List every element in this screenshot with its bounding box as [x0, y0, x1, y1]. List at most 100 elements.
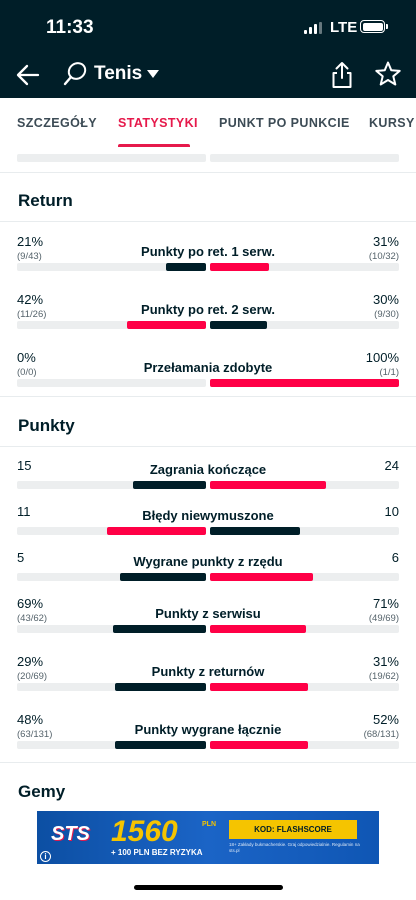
share-icon[interactable]	[328, 60, 356, 90]
home-bar-fill	[115, 683, 206, 691]
home-bar-track	[17, 263, 206, 271]
home-bar-track	[17, 321, 206, 329]
tennis-racket-icon	[63, 62, 87, 86]
status-bar: 11:33 LTE	[0, 0, 416, 52]
stat-row: 21% 31% (9/43) (10/32) Punkty po ret. 1 serw…	[0, 234, 416, 284]
statistics-content[interactable]: Return 21% 31% (9/43) (10/32) Punkty po ret.…	[0, 148, 416, 900]
home-bar-track	[17, 481, 206, 489]
tab-odds[interactable]: KURSY	[369, 116, 415, 130]
stat-row: 48% 52% (63/131) (68/131) Punkty wygrane łąc…	[0, 712, 416, 762]
stat-row: 29% 31% (20/69) (19/62) Punkty z returnów	[0, 654, 416, 704]
home-value: 42%	[17, 292, 44, 307]
home-value: 21%	[17, 234, 44, 249]
away-value: 100%	[365, 350, 399, 365]
away-bar-track	[210, 741, 399, 749]
home-detail: (63/131)	[17, 729, 53, 740]
tab-statistics[interactable]: STATYSTYKI	[118, 116, 198, 130]
stat-label: Błędy niewymuszone	[142, 508, 274, 523]
app-bar: Tenis	[0, 52, 416, 98]
section-divider	[0, 762, 416, 763]
away-bar-fill	[210, 379, 399, 387]
away-bar-track	[210, 379, 399, 387]
ad-info-icon[interactable]: i	[40, 851, 51, 862]
away-detail: (68/131)	[363, 729, 399, 740]
sponsor-banner[interactable]: STS 1560 PLN + 100 PLN BEZ RYZYKA KOD: F…	[37, 811, 379, 864]
prev-row-home-bar	[17, 154, 206, 162]
home-bar-fill	[166, 263, 206, 271]
home-bar-track	[17, 527, 206, 535]
stat-row: 69% 71% (43/62) (49/69) Punkty z serwisu	[0, 596, 416, 646]
sport-title[interactable]: Tenis	[94, 63, 143, 84]
tab-point-by-point[interactable]: PUNKT PO PUNKCIE	[219, 116, 350, 130]
away-value: 31%	[372, 234, 399, 249]
away-value: 10	[384, 504, 399, 519]
status-time: 11:33	[46, 17, 94, 38]
away-bar-track	[210, 481, 399, 489]
section-title-games: Gemy	[18, 782, 66, 801]
away-bar-fill	[210, 573, 313, 581]
section-divider	[0, 446, 416, 447]
home-bar-fill	[133, 481, 206, 489]
away-bar-fill	[210, 625, 306, 633]
section-divider	[0, 172, 416, 173]
home-detail: (20/69)	[17, 671, 48, 682]
away-bar-fill	[210, 683, 308, 691]
away-bar-fill	[210, 741, 308, 749]
stat-label: Zagrania kończące	[149, 462, 267, 477]
chevron-down-icon[interactable]	[146, 69, 160, 79]
stat-label: Punkty wygrane łącznie	[134, 722, 282, 737]
bonus-amount: 1560	[111, 815, 178, 848]
away-bar-track	[210, 263, 399, 271]
home-value: 11	[17, 504, 31, 519]
home-bar-track	[17, 573, 206, 581]
away-value: 52%	[372, 712, 399, 727]
away-bar-track	[210, 683, 399, 691]
away-detail: (1/1)	[379, 367, 399, 378]
away-detail: (19/62)	[368, 671, 399, 682]
promo-code[interactable]: KOD: FLASHSCORE	[229, 820, 357, 839]
section-divider	[0, 221, 416, 222]
away-bar-track	[210, 321, 399, 329]
home-bar-track	[17, 625, 206, 633]
home-value: 69%	[17, 596, 44, 611]
away-value: 30%	[372, 292, 399, 307]
network-type: LTE	[330, 19, 358, 36]
stat-row: 0% 100% (0/0) (1/1) Przełamania zdobyte	[0, 350, 416, 400]
away-detail: (49/69)	[368, 613, 399, 624]
home-bar-fill	[127, 321, 206, 329]
away-bar-fill	[210, 321, 267, 329]
away-detail: (9/30)	[374, 309, 399, 320]
home-detail: (11/26)	[17, 309, 47, 320]
tab-details[interactable]: SZCZEGÓŁY	[17, 116, 97, 130]
away-value: 71%	[372, 596, 399, 611]
away-bar-fill	[210, 263, 269, 271]
home-detail: (0/0)	[17, 367, 37, 378]
away-value: 24	[384, 458, 399, 473]
away-bar-track	[210, 625, 399, 633]
stat-label: Punkty z returnów	[151, 664, 265, 679]
bonus-text: + 100 PLN BEZ RYZYKA	[111, 848, 203, 857]
bonus-currency: PLN	[202, 821, 216, 828]
stat-row: 15 24 Zagrania kończące	[0, 456, 416, 506]
stat-label: Punkty z serwisu	[155, 606, 261, 621]
home-value: 29%	[17, 654, 44, 669]
home-value: 5	[17, 550, 25, 565]
home-bar-fill	[107, 527, 206, 535]
home-detail: (9/43)	[17, 251, 42, 262]
favorite-star-icon[interactable]	[374, 60, 402, 88]
stat-label: Przełamania zdobyte	[143, 360, 273, 375]
home-bar-fill	[113, 625, 206, 633]
away-bar-track	[210, 527, 399, 535]
away-value: 6	[391, 550, 399, 565]
back-arrow-icon[interactable]	[14, 61, 42, 89]
away-bar-track	[210, 573, 399, 581]
away-bar-fill	[210, 527, 300, 535]
home-bar-track	[17, 683, 206, 691]
home-value: 0%	[17, 350, 36, 365]
section-title-points: Punkty	[18, 416, 75, 435]
home-value: 48%	[17, 712, 44, 727]
home-indicator[interactable]	[134, 885, 283, 890]
home-value: 15	[17, 458, 32, 473]
prev-row-away-bar	[210, 154, 399, 162]
stat-label: Wygrane punkty z rzędu	[133, 554, 283, 569]
